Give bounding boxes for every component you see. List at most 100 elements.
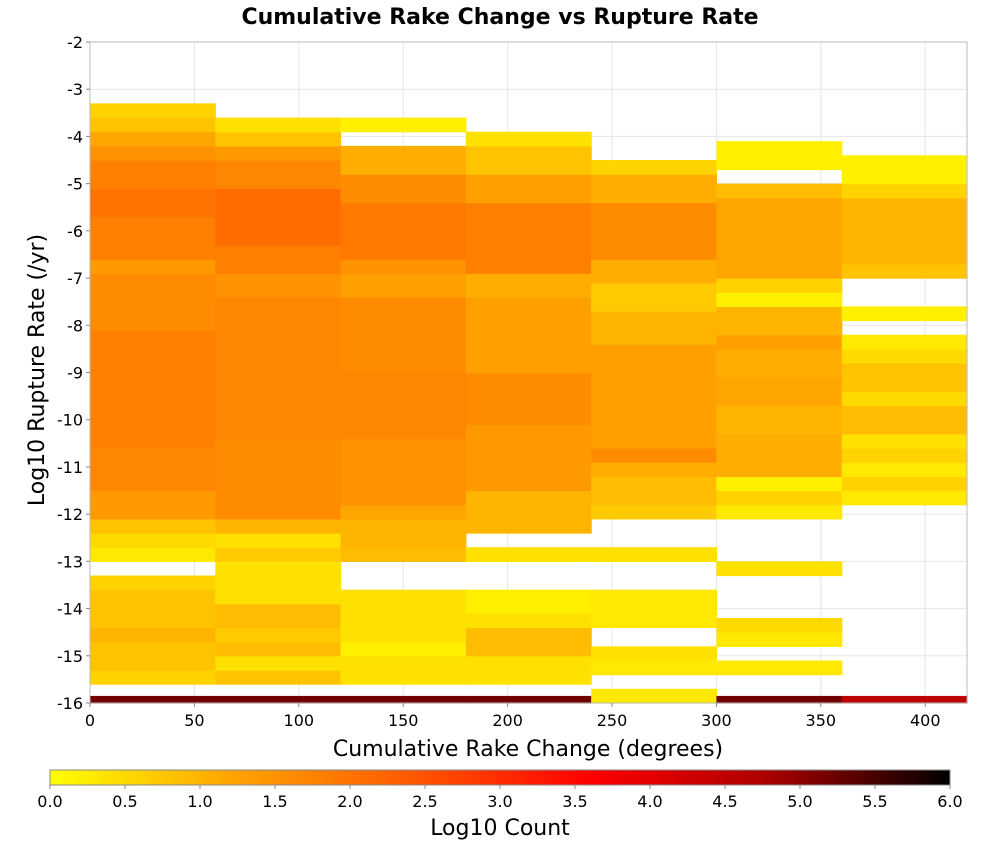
heatmap-cell bbox=[340, 202, 467, 260]
heatmap-cell bbox=[90, 669, 216, 685]
colorbar-tick-label: 3.5 bbox=[562, 792, 587, 811]
heatmap-cell bbox=[90, 547, 216, 562]
heatmap-cell bbox=[841, 363, 968, 392]
y-tick-label: -7 bbox=[67, 269, 83, 288]
chart-title: Cumulative Rake Change vs Rupture Rate bbox=[241, 5, 758, 30]
heatmap-cell bbox=[591, 660, 718, 676]
heatmap-cell bbox=[716, 490, 843, 506]
colorbar: 0.0 0.5 1.0 1.5 2.0 2.5 3.0 3.5 4.0 4.5 5.0 5.5 6.0 bbox=[37, 769, 963, 811]
heatmap-cell bbox=[90, 589, 216, 629]
heatmap-cell bbox=[215, 695, 342, 704]
x-axis: 0 50 100 150 200 250 300 350 400 bbox=[85, 703, 941, 730]
heatmap-cell bbox=[340, 145, 467, 175]
heatmap-cell bbox=[340, 438, 467, 506]
colorbar-tick-label: 4.0 bbox=[637, 792, 662, 811]
x-tick-label: 150 bbox=[388, 711, 419, 730]
heatmap-cell bbox=[716, 632, 843, 647]
colorbar-tick-label: 1.5 bbox=[262, 792, 287, 811]
heatmap-cell bbox=[90, 627, 216, 643]
heatmap-cell bbox=[465, 372, 592, 426]
y-tick-label: -9 bbox=[67, 364, 83, 383]
heatmap-cell bbox=[215, 160, 342, 189]
y-tick-label: -4 bbox=[67, 127, 83, 146]
heatmap-cell bbox=[90, 575, 216, 591]
heatmap-cell bbox=[716, 197, 843, 279]
y-tick-label: -13 bbox=[57, 552, 83, 571]
x-tick-label: 50 bbox=[184, 711, 204, 730]
heatmap-cell bbox=[591, 448, 718, 463]
y-tick-label: -8 bbox=[67, 316, 83, 335]
heatmap-cell bbox=[716, 405, 843, 435]
y-tick-label: -10 bbox=[57, 411, 83, 430]
colorbar-label: Log10 Count bbox=[430, 816, 570, 841]
y-tick-label: -5 bbox=[67, 175, 83, 194]
heatmap-cell bbox=[215, 245, 342, 274]
heatmap-cell bbox=[591, 174, 718, 204]
heatmap-cell bbox=[465, 695, 592, 704]
heatmap-cell bbox=[215, 131, 342, 147]
heatmap-cell bbox=[591, 160, 718, 175]
colorbar-tick-label: 2.5 bbox=[412, 792, 437, 811]
heatmap-cell bbox=[90, 160, 216, 189]
heatmap-cell bbox=[465, 613, 592, 629]
heatmap-cell bbox=[841, 263, 968, 279]
heatmap-cell bbox=[340, 504, 467, 520]
heatmap-cell bbox=[716, 306, 843, 336]
heatmap-cell bbox=[340, 695, 467, 704]
heatmap-cell bbox=[841, 306, 968, 322]
y-tick-label: -15 bbox=[57, 647, 83, 666]
heatmap-cell bbox=[90, 330, 216, 449]
heatmap-cell bbox=[90, 145, 216, 161]
y-axis: -2 -3 -4 -5 -6 -7 -8 -9 -10 -11 -12 -13 -14 -15 -16 bbox=[57, 33, 90, 713]
heatmap-cell bbox=[215, 561, 342, 605]
heatmap-cell bbox=[215, 273, 342, 298]
heatmap-cell bbox=[716, 348, 843, 378]
colorbar-tick-label: 5.5 bbox=[862, 792, 887, 811]
heatmap-cell bbox=[591, 547, 718, 562]
heatmap-cell bbox=[591, 462, 718, 477]
heatmap-cell bbox=[215, 188, 342, 246]
heatmap-cell bbox=[591, 646, 718, 662]
y-tick-label: -14 bbox=[57, 600, 83, 619]
heatmap-cell bbox=[591, 311, 718, 345]
heatmap-cell bbox=[340, 117, 467, 133]
heatmap-cell bbox=[841, 405, 968, 435]
heatmap-cell bbox=[465, 131, 592, 147]
x-tick-label: 100 bbox=[284, 711, 315, 730]
heatmap-cell bbox=[716, 377, 843, 407]
heatmap-cell bbox=[716, 334, 843, 350]
heatmap-cell bbox=[215, 627, 342, 643]
heatmap-cell bbox=[465, 424, 592, 492]
heatmap-cell bbox=[716, 292, 843, 307]
x-tick-label: 250 bbox=[597, 711, 628, 730]
heatmap-cell bbox=[465, 627, 592, 657]
heatmap-cell bbox=[841, 490, 968, 506]
colorbar-tick-label: 0.0 bbox=[37, 792, 62, 811]
heatmap-cell bbox=[215, 641, 342, 657]
heatmap-cell bbox=[215, 296, 342, 440]
heatmap-cell bbox=[90, 490, 216, 520]
heatmap-cell bbox=[340, 641, 467, 657]
heatmap-cell bbox=[716, 660, 843, 676]
colorbar-gradient bbox=[49, 769, 951, 786]
heatmap-cell bbox=[716, 695, 843, 704]
heatmap-cell bbox=[716, 504, 843, 520]
heatmap-cell bbox=[465, 655, 592, 685]
heatmap-cell bbox=[215, 669, 342, 685]
heatmap-cell bbox=[841, 348, 968, 364]
heatmap-cell bbox=[90, 533, 216, 548]
heatmap-cell bbox=[90, 259, 216, 274]
colorbar-tick-label: 1.0 bbox=[187, 792, 212, 811]
y-axis-label: Log10 Rupture Rate (/yr) bbox=[25, 234, 50, 506]
heatmap-cell bbox=[90, 117, 216, 133]
heatmap-cell bbox=[215, 438, 342, 520]
heatmap-cell bbox=[716, 476, 843, 492]
heatmap-cell bbox=[716, 141, 843, 171]
heatmap-cell bbox=[591, 504, 718, 520]
heatmap-cell bbox=[716, 278, 843, 293]
heatmap-cell bbox=[716, 433, 843, 477]
heatmap-cell bbox=[340, 372, 467, 440]
x-tick-label: 400 bbox=[910, 711, 941, 730]
heatmap-cell bbox=[340, 547, 467, 562]
heatmap-cell bbox=[90, 103, 216, 119]
